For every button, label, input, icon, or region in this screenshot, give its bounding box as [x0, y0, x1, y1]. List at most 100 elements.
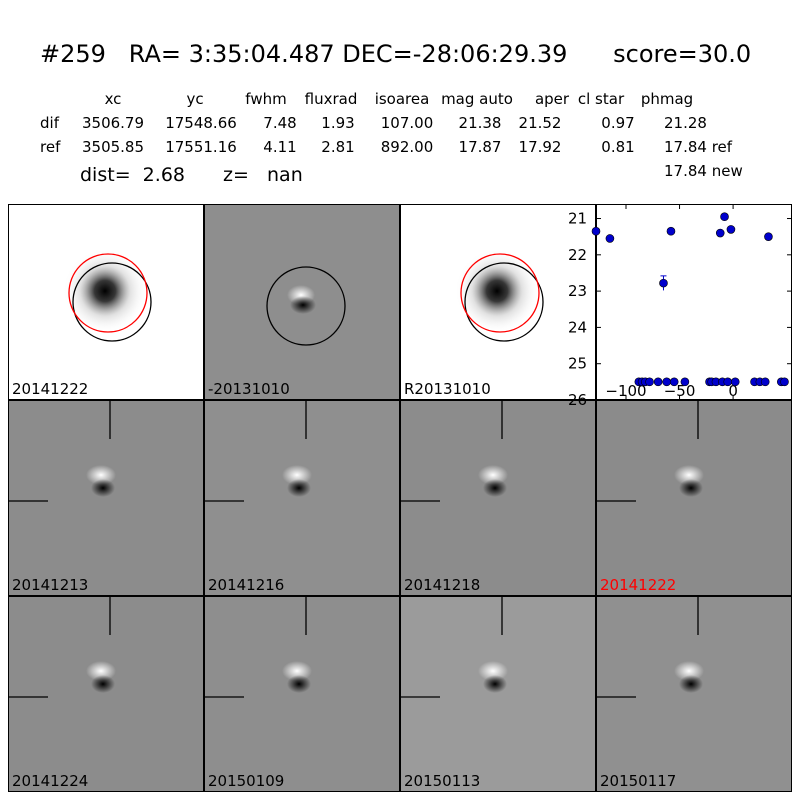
light-curve-plot: 21 22 23 24 25 26 −100 −50 0 — [568, 204, 792, 409]
panel-date-label: 20141218 — [404, 576, 481, 594]
plot-frame — [596, 204, 792, 400]
source-positive — [478, 661, 508, 681]
cutout-panel: 20150109 — [204, 596, 400, 792]
data-point — [723, 377, 733, 387]
table-cell: 0.81 — [601, 138, 635, 156]
light-curve-chart: 21 22 23 24 25 26 −100 −50 0 — [568, 204, 792, 409]
source-negative — [91, 675, 115, 693]
candidate-title: #259 RA= 3:35:04.487 DEC=-28:06:29.39 sc… — [40, 40, 752, 68]
data-point — [591, 226, 601, 236]
cutout-panel: 20141222 — [8, 204, 204, 400]
panel-date-label: 20141224 — [12, 772, 89, 790]
star-source — [63, 249, 147, 333]
column-header: mag auto — [441, 90, 513, 108]
distance-summary: dist= 2.68 z= nan — [80, 164, 303, 186]
table-cell: 4.11 — [263, 138, 297, 156]
redshift-value: z= nan — [223, 164, 303, 186]
cutout-image — [401, 597, 508, 698]
cutout-panel: 20150113 — [400, 596, 596, 792]
source-positive — [674, 465, 704, 485]
source-positive — [478, 465, 508, 485]
source-negative — [287, 675, 311, 693]
source-negative — [679, 675, 703, 693]
data-point — [726, 225, 736, 234]
cutout-panel: 20141213 — [8, 400, 204, 596]
cutout-panel: 20141218 — [400, 400, 596, 596]
table-cell: 0.97 — [601, 114, 635, 132]
star-source — [455, 249, 539, 333]
table-cell: 107.00 — [380, 114, 434, 132]
x-tick-label: 0 — [728, 382, 738, 400]
table-cell: 17.92 — [518, 138, 562, 156]
column-header: aper — [534, 90, 570, 108]
data-point — [645, 377, 654, 387]
column-header: isoarea — [374, 90, 430, 108]
cutout-image — [63, 249, 152, 342]
data-point — [764, 232, 773, 241]
data-point — [659, 278, 668, 288]
y-tick-label: 26 — [568, 391, 587, 409]
x-tick-label: −100 — [605, 382, 646, 400]
reference-circle — [460, 253, 540, 333]
cutout-panel: R20131010 — [400, 204, 596, 400]
table-cell: 2.81 — [321, 138, 355, 156]
column-header: fwhm — [245, 90, 287, 108]
data-point — [680, 377, 690, 387]
cutout-image — [266, 266, 346, 346]
source-positive — [282, 465, 312, 485]
phmag-new: 17.84 new — [664, 162, 743, 180]
row-label: dif — [40, 114, 59, 132]
source-negative — [483, 479, 507, 497]
panel-date-label: 20141222 — [12, 380, 89, 398]
column-header: fluxrad — [304, 90, 358, 108]
aperture-circle — [72, 262, 152, 342]
table-cell: 3505.85 — [81, 138, 145, 156]
source-positive — [674, 661, 704, 681]
aperture-circle — [266, 266, 346, 346]
table-cell: 17548.66 — [165, 114, 237, 132]
y-tick-label: 23 — [568, 282, 587, 300]
source-negative — [290, 296, 316, 314]
cutout-panel: 20150117 — [596, 596, 792, 792]
panel-date-label: 20150109 — [208, 772, 285, 790]
data-point — [662, 377, 671, 387]
y-tick-label: 25 — [568, 355, 587, 373]
column-header: phmag — [640, 90, 694, 108]
x-tick-label: −50 — [664, 382, 696, 400]
aperture-circle — [464, 262, 544, 342]
table-cell: 17.84 ref — [664, 138, 733, 156]
cutout-image — [205, 401, 312, 502]
source-negative — [483, 675, 507, 693]
table-cell: 21.28 — [664, 114, 707, 132]
cutout-panel: 20141222 — [596, 400, 792, 596]
panel-date-label: -20131010 — [208, 380, 290, 398]
y-tick-label: 24 — [568, 318, 587, 336]
data-point — [605, 234, 615, 243]
data-point — [666, 226, 676, 236]
source-negative — [287, 479, 311, 497]
cutout-image — [9, 401, 116, 502]
data-point — [730, 377, 740, 387]
cutout-image — [205, 597, 312, 698]
cutout-image — [597, 401, 704, 502]
source-negative — [679, 479, 703, 497]
panel-date-label: 20141213 — [12, 576, 89, 594]
table-cell: 1.93 — [321, 114, 355, 132]
table-cell: 21.38 — [458, 114, 502, 132]
cutout-panel: 20141224 — [8, 596, 204, 792]
panel-date-label: 20150113 — [404, 772, 481, 790]
y-tick-label: 21 — [568, 210, 587, 228]
cutout-image — [455, 249, 544, 342]
cutout-image — [597, 597, 704, 698]
table-cell: 892.00 — [380, 138, 434, 156]
table-cell: 21.52 — [518, 114, 562, 132]
table-cell: 7.48 — [263, 114, 297, 132]
table-cell: 17.87 — [458, 138, 502, 156]
data-point — [653, 377, 663, 387]
panel-date-label: 20141216 — [208, 576, 285, 594]
row-label: ref — [40, 138, 61, 156]
data-point — [715, 228, 725, 238]
data-point — [669, 377, 679, 387]
source-positive — [282, 661, 312, 681]
source-positive — [86, 465, 116, 485]
